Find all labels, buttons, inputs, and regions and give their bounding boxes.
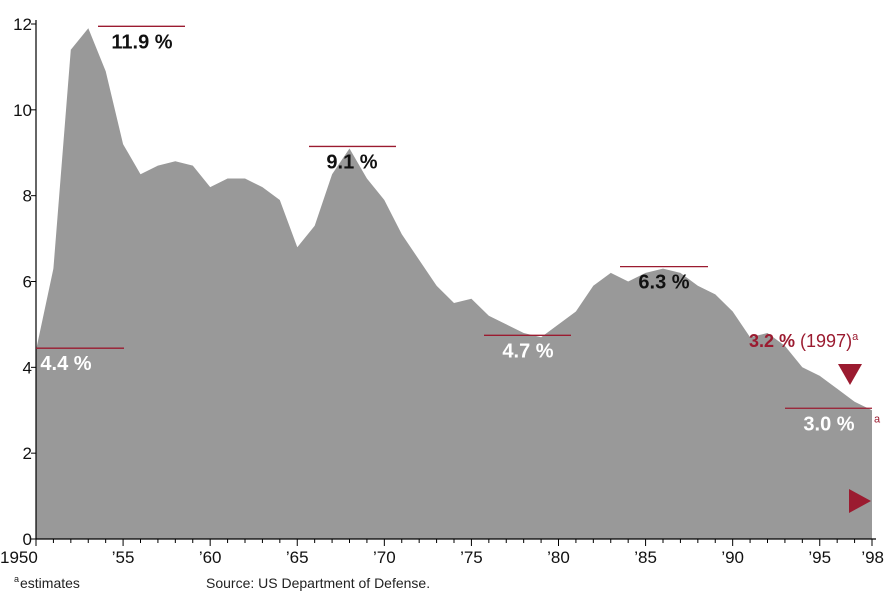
annotation-red-year: (1997) bbox=[800, 331, 852, 351]
x-tick-label: ’95 bbox=[808, 548, 831, 567]
area-layer bbox=[35, 28, 873, 540]
annotation-label: 11.9 % bbox=[111, 31, 172, 53]
x-tick-label: ’80 bbox=[547, 548, 570, 567]
x-tick-label: ’60 bbox=[199, 548, 222, 567]
y-tick-label: 10 bbox=[13, 101, 32, 120]
x-tick-label: ’65 bbox=[286, 548, 309, 567]
x-tick-label: 1950 bbox=[0, 548, 38, 567]
footnote-text: estimates bbox=[20, 575, 80, 591]
annotation-red-label: 3.2 % (1997)a bbox=[749, 331, 859, 351]
y-tick-label: 0 bbox=[23, 530, 32, 549]
axes: 0 2 4 6 8 10 12 1950 ’55 ’60 ’65 ’70 ’75 ’80 ’85 ’90 ’95… bbox=[0, 15, 884, 567]
y-tick-label: 12 bbox=[13, 15, 32, 34]
x-tick-label: ’90 bbox=[721, 548, 744, 567]
y-tick-label: 8 bbox=[23, 187, 32, 206]
x-tick-label: ’70 bbox=[373, 548, 396, 567]
annotation-red-value: 3.2 % bbox=[749, 331, 800, 351]
annotation-red-superscript: a bbox=[852, 331, 859, 343]
down-triangle-icon bbox=[838, 364, 862, 385]
x-tick-label: ’98 bbox=[861, 548, 884, 567]
annotation-label: 9.1 % bbox=[326, 151, 377, 173]
annotation-label: 3.0 % bbox=[803, 413, 854, 435]
y-tick-label: 2 bbox=[23, 444, 32, 463]
x-tick-label: ’85 bbox=[634, 548, 657, 567]
annotation-label: 6.3 % bbox=[638, 272, 689, 294]
footnote-sup: a bbox=[14, 574, 19, 584]
annotation-label: 4.7 % bbox=[502, 340, 553, 362]
right-triangle-icon bbox=[849, 489, 871, 513]
x-tick-label: ’55 bbox=[112, 548, 135, 567]
annotation-label: 4.4 % bbox=[40, 353, 91, 375]
x-tick-label: ’75 bbox=[460, 548, 483, 567]
y-tick-label: 6 bbox=[23, 273, 32, 292]
annotation-superscript: a bbox=[874, 413, 881, 425]
y-tick-label: 4 bbox=[23, 358, 32, 377]
source-note: Source: US Department of Defense. bbox=[206, 575, 430, 591]
area-series bbox=[36, 28, 872, 540]
annotations: 11.9 %9.1 %6.3 %4.4 %4.7 %3.0 % a3.2 % (1… bbox=[36, 25, 881, 513]
